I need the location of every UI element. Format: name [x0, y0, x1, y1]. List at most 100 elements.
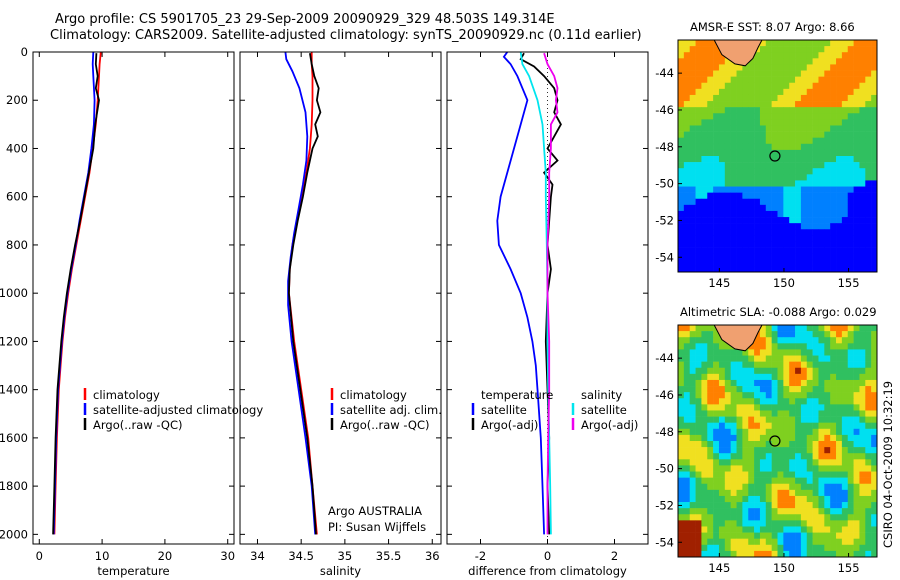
map-cell: [707, 355, 714, 362]
map-cell: [800, 532, 808, 539]
map-cell: [806, 198, 813, 206]
map-cell: [836, 483, 843, 491]
map-cell: [707, 465, 714, 472]
map-cell: [759, 174, 767, 181]
map-cell: [841, 343, 849, 350]
map-cell: [718, 434, 726, 442]
map-cell: [678, 453, 685, 460]
map-cell: [759, 70, 767, 77]
map-cell: [841, 544, 849, 552]
map-cell: [795, 70, 802, 77]
map-cell: [701, 514, 708, 521]
map-cell: [695, 198, 702, 206]
map-cell: [824, 58, 831, 65]
map-cell: [701, 94, 708, 102]
map-cell: [765, 186, 772, 193]
map-cell: [730, 538, 737, 546]
map-cell: [771, 447, 778, 454]
map-cell: [730, 459, 737, 466]
map-cell: [865, 82, 872, 90]
map-y-tick-label: -50: [655, 177, 674, 191]
map-cell: [713, 331, 720, 338]
map-cell: [736, 247, 743, 254]
map-cell: [830, 64, 837, 71]
map-cell: [789, 40, 796, 47]
map-cell: [818, 392, 825, 399]
map-cell: [713, 101, 720, 108]
map-cell: [847, 337, 854, 344]
map-cell: [795, 113, 802, 120]
map-cell: [742, 526, 749, 533]
map-cell: [859, 349, 866, 356]
map-cell: [783, 422, 790, 430]
map-cell: [830, 198, 837, 206]
map-cell: [830, 113, 837, 120]
map-cell: [859, 192, 866, 200]
map-cell: [730, 137, 737, 145]
map-cell: [707, 514, 714, 521]
map-cell: [695, 532, 702, 539]
map-cell: [830, 94, 837, 102]
map-cell: [765, 192, 772, 200]
map-cell: [707, 229, 714, 236]
map-cell: [800, 58, 808, 65]
map-cell: [836, 550, 843, 558]
map-cell: [853, 508, 860, 515]
map-cell: [754, 410, 761, 417]
map-cell: [695, 392, 702, 399]
map-cell: [818, 386, 825, 393]
map-cell: [724, 459, 731, 466]
map-cell: [806, 392, 813, 399]
map-cell: [841, 113, 849, 120]
map-cell: [800, 174, 808, 181]
map-cell: [859, 119, 866, 126]
map-cell: [724, 241, 731, 248]
map-cell: [865, 447, 872, 454]
map-cell: [859, 125, 866, 132]
map-cell: [777, 46, 784, 53]
map-cell: [777, 428, 784, 436]
map-cell: [713, 550, 720, 558]
map-y-tick-label: -48: [655, 140, 674, 154]
map-cell: [736, 483, 743, 491]
map-cell: [789, 416, 796, 423]
map-cell: [847, 82, 854, 90]
map-cell: [818, 259, 825, 267]
map-cell: [818, 489, 825, 497]
map-cell: [871, 361, 878, 369]
map-cell: [836, 180, 843, 187]
map-cell: [830, 204, 837, 212]
map-cell: [871, 162, 878, 169]
map-cell: [806, 192, 813, 200]
x-tick-label: 10: [95, 549, 110, 563]
map-cell: [724, 441, 731, 448]
map-cell: [806, 149, 813, 157]
map-cell: [730, 247, 737, 254]
map-cell: [748, 137, 755, 145]
map-cell: [871, 538, 878, 546]
map-cell: [783, 428, 790, 436]
map-cell: [830, 471, 837, 478]
map-cell: [718, 174, 726, 181]
map-cell: [789, 398, 796, 405]
map-cell: [836, 337, 843, 344]
map-cell: [730, 434, 737, 442]
map-cell: [847, 149, 854, 157]
map-cell: [718, 514, 726, 521]
map-cell: [789, 532, 796, 539]
map-cell: [713, 453, 720, 460]
map-cell: [865, 64, 872, 71]
map-cell: [777, 88, 784, 96]
credit-line1: Argo AUSTRALIA: [328, 504, 422, 518]
map-y-tick-label: -52: [655, 213, 674, 227]
map-cell: [736, 156, 743, 163]
map-cell: [730, 495, 737, 503]
map-cell: [847, 434, 854, 442]
map-cell: [783, 137, 790, 145]
map-cell: [713, 508, 720, 515]
map-x-tick-label: 155: [838, 561, 860, 575]
map-cell: [859, 483, 866, 491]
map-cell: [795, 46, 802, 53]
map-cell: [771, 508, 778, 515]
map-cell: [748, 180, 755, 187]
